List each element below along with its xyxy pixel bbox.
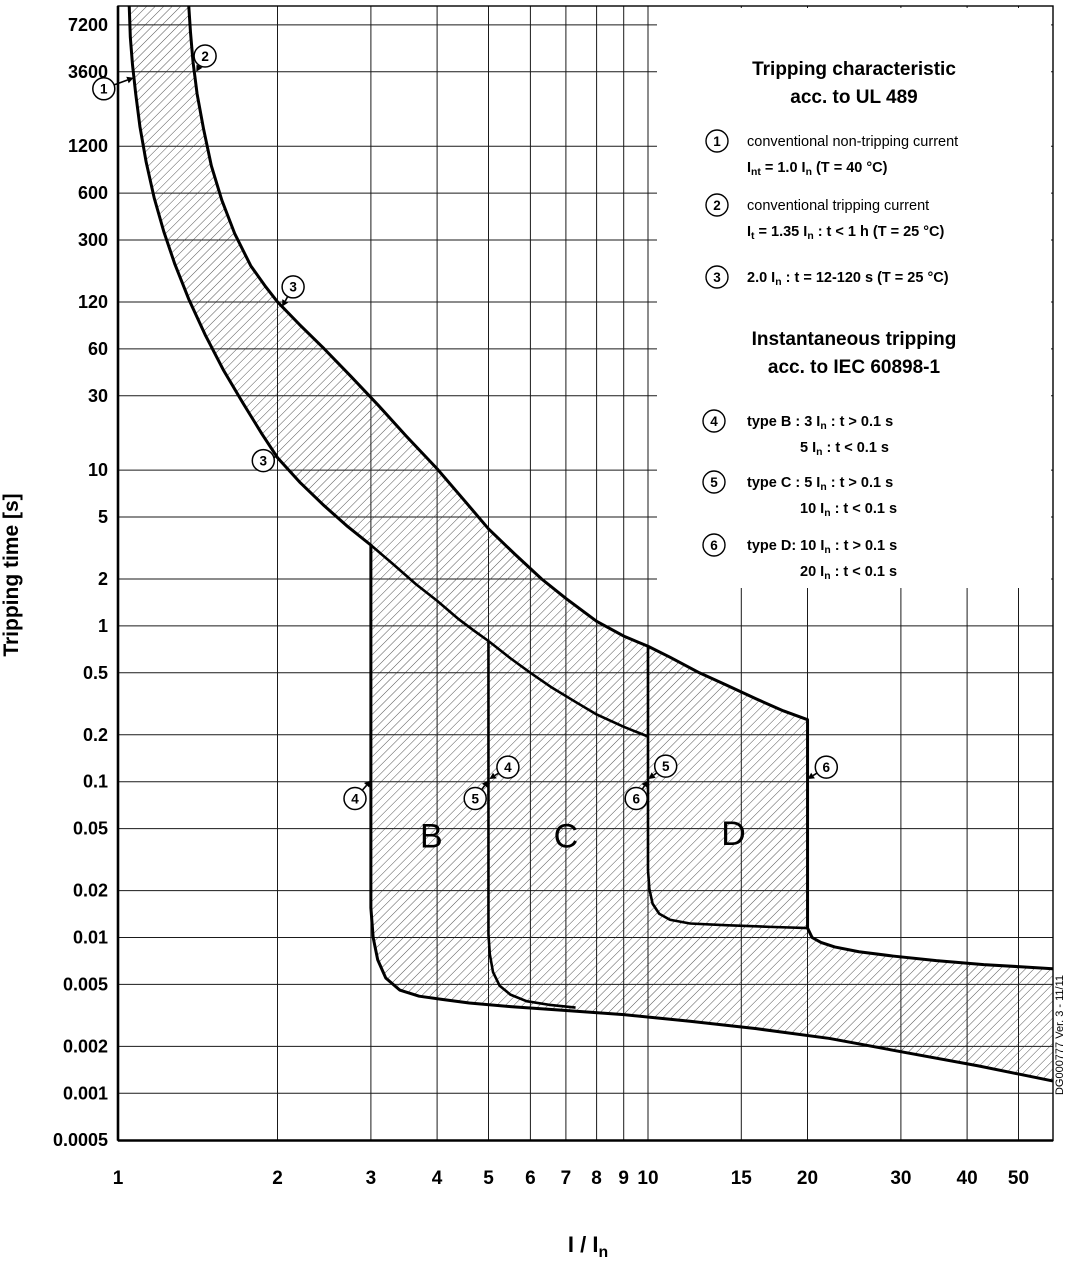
y-tick-label: 600 xyxy=(78,183,108,203)
y-tick-label: 0.02 xyxy=(73,881,108,901)
y-tick-label: 0.01 xyxy=(73,928,108,948)
callout-number: 3 xyxy=(289,280,297,295)
x-tick-label: 7 xyxy=(561,1168,572,1189)
x-tick-label: 40 xyxy=(957,1168,978,1189)
x-tick-label: 30 xyxy=(890,1168,911,1189)
callout-number: 2 xyxy=(201,49,209,64)
legend-item-text: 20 In : t < 0.1 s xyxy=(800,564,897,582)
y-tick-label: 0.001 xyxy=(63,1083,108,1103)
x-tick-label: 9 xyxy=(618,1168,629,1189)
legend-title-line2: acc. to UL 489 xyxy=(790,87,917,108)
x-tick-label: 50 xyxy=(1008,1168,1029,1189)
callout-number: 4 xyxy=(351,791,359,806)
legend-subtitle-line1: Instantaneous tripping xyxy=(752,329,957,350)
legend-item-text: type B : 3 In : t > 0.1 s xyxy=(747,414,893,432)
y-tick-label: 30 xyxy=(88,386,108,406)
y-tick-label: 0.5 xyxy=(83,663,108,683)
x-tick-label: 8 xyxy=(591,1168,602,1189)
legend-item-text: 5 In : t < 0.1 s xyxy=(800,440,889,458)
y-axis-title: Tripping time [s] xyxy=(0,493,23,656)
y-tick-label: 5 xyxy=(98,507,108,527)
legend-item-text: Int = 1.0 In (T = 40 °C) xyxy=(747,160,888,178)
y-tick-label: 10 xyxy=(88,460,108,480)
y-tick-label: 0.002 xyxy=(63,1036,108,1056)
x-tick-label: 4 xyxy=(432,1168,443,1189)
legend-item-number: 2 xyxy=(713,198,721,213)
callout-number: 6 xyxy=(632,791,640,806)
x-tick-label: 10 xyxy=(637,1168,658,1189)
legend-item-number: 5 xyxy=(710,475,718,490)
x-tick-label: 15 xyxy=(731,1168,753,1189)
callout-number: 1 xyxy=(100,82,108,97)
y-tick-label: 120 xyxy=(78,292,108,312)
callout-number: 5 xyxy=(662,759,670,774)
region-label-C: C xyxy=(554,818,579,856)
callout-number: 3 xyxy=(260,453,268,468)
y-tick-label: 0.1 xyxy=(83,772,108,792)
x-tick-label: 6 xyxy=(525,1168,536,1189)
y-tick-label: 0.005 xyxy=(63,974,108,994)
y-tick-label: 0.2 xyxy=(83,725,108,745)
callout-number: 6 xyxy=(823,760,831,775)
y-tick-label: 1 xyxy=(98,616,108,636)
y-tick-label: 1200 xyxy=(68,136,108,156)
legend-item-number: 3 xyxy=(713,270,721,285)
region-label-D: D xyxy=(721,815,746,853)
callout-number: 4 xyxy=(504,760,512,775)
legend-item-text: 10 In : t < 0.1 s xyxy=(800,501,897,519)
region-label-B: B xyxy=(420,818,443,856)
x-tick-label: 1 xyxy=(113,1168,124,1189)
y-tick-label: 60 xyxy=(88,339,108,359)
legend-title-line1: Tripping characteristic xyxy=(752,59,956,80)
legend-item-number: 6 xyxy=(710,538,718,553)
y-tick-label: 300 xyxy=(78,230,108,250)
x-tick-label: 2 xyxy=(272,1168,283,1189)
x-tick-label: 5 xyxy=(483,1168,494,1189)
legend-item-text: conventional non-tripping current xyxy=(747,134,958,150)
callout-number: 5 xyxy=(471,791,479,806)
y-tick-label: 3600 xyxy=(68,62,108,82)
y-tick-label: 0.05 xyxy=(73,819,108,839)
legend-subtitle-line2: acc. to IEC 60898-1 xyxy=(768,357,941,378)
legend-item-text: type C : 5 In : t > 0.1 s xyxy=(747,475,893,493)
legend-item-text: It = 1.35 In : t < 1 h (T = 25 °C) xyxy=(747,224,945,242)
y-tick-label: 0.0005 xyxy=(53,1130,108,1150)
legend-item-text: conventional tripping current xyxy=(747,198,929,214)
x-tick-label: 20 xyxy=(797,1168,818,1189)
watermark-text: DG000777 Ver. 3 - 11/11 xyxy=(1054,975,1066,1095)
y-tick-label: 2 xyxy=(98,569,108,589)
legend-item-number: 4 xyxy=(710,414,718,429)
legend-item-text: type D: 10 In : t > 0.1 s xyxy=(747,538,897,556)
legend-item-number: 1 xyxy=(713,134,721,149)
y-tick-label: 7200 xyxy=(68,15,108,35)
x-tick-label: 3 xyxy=(366,1168,377,1189)
